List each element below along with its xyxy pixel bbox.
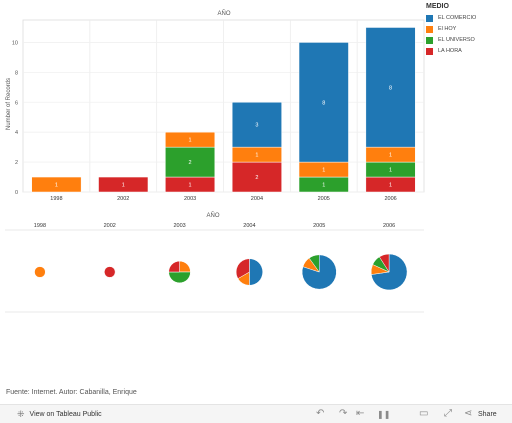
bar-value-label: 2 — [255, 175, 258, 181]
bar-value-label: 1 — [122, 183, 125, 189]
share-button[interactable]: Share — [478, 411, 497, 418]
bar-segment[interactable] — [165, 146, 216, 178]
legend-item[interactable]: LA HORA — [426, 46, 510, 56]
x-tick-label: 2002 — [117, 196, 129, 202]
legend-label: LA HORA — [438, 48, 462, 54]
bar-value-label: 1 — [189, 138, 192, 144]
bar-value-label: 1 — [389, 183, 392, 189]
redo-icon[interactable]: ↷ — [339, 408, 348, 419]
bar-value-label: 1 — [389, 168, 392, 174]
pie-chart-row: AÑO 1998 2002 2003 2004 2005 2006 — [5, 212, 424, 313]
bar-value-label: 8 — [389, 85, 392, 91]
bar-segment[interactable] — [365, 27, 416, 148]
view-on-tableau-link[interactable]: ⁜ View on Tableau Public — [17, 409, 102, 419]
pie-slice[interactable] — [168, 260, 180, 273]
bar-value-label: 1 — [189, 183, 192, 189]
bar-segment[interactable] — [98, 176, 149, 193]
y-tick-label: 6 — [15, 100, 18, 106]
bar-value-label: 2 — [189, 160, 192, 166]
pie-slice[interactable] — [235, 258, 250, 279]
x-tick-label: 2004 — [251, 196, 263, 202]
bar-value-label: 1 — [255, 153, 258, 159]
legend: MEDIO EL COMERCIO El HOY EL UNIVERSO LA HOR… — [426, 3, 510, 57]
y-axis-label: Number of Records — [6, 78, 12, 130]
view-on-tableau-label: View on Tableau Public — [29, 410, 102, 418]
pause-icon[interactable]: ❚❚ — [377, 410, 391, 419]
legend-label: El HOY — [438, 26, 457, 32]
pie-year-header: 2006 — [383, 223, 395, 229]
bar-segment[interactable] — [231, 161, 282, 193]
legend-item[interactable]: El HOY — [426, 24, 510, 34]
stacked-bar-chart: AÑO Number of Records 0 2 4 6 8 10 1 1 1 2 1 2 1 3 1 1… — [6, 10, 425, 202]
pie-year-header: 2005 — [313, 223, 325, 229]
bar-segment[interactable] — [31, 176, 82, 193]
x-tick-label: 1998 — [50, 196, 62, 202]
legend-swatch — [426, 36, 433, 44]
bar-value-label: 1 — [55, 183, 58, 189]
y-tick-label: 10 — [12, 40, 18, 46]
pie-slice[interactable] — [34, 266, 46, 278]
bar-value-label: 8 — [322, 100, 325, 106]
legend-title: MEDIO — [426, 3, 449, 10]
y-tick-label: 2 — [15, 160, 18, 166]
pie-slice[interactable] — [308, 254, 320, 273]
bar-value-label: 3 — [255, 123, 258, 129]
y-tick-label: 4 — [15, 130, 18, 136]
pie-slice[interactable] — [104, 266, 116, 278]
legend-item[interactable]: EL COMERCIO — [426, 13, 510, 23]
bar-value-label: 1 — [389, 153, 392, 159]
revert-icon[interactable]: ⇤ — [356, 408, 365, 419]
y-tick-label: 0 — [15, 190, 18, 196]
tableau-logo-icon: ⁜ — [17, 409, 25, 419]
legend-label: EL UNIVERSO — [438, 37, 475, 43]
fullscreen-icon[interactable]: ⤢ — [444, 408, 452, 419]
bar-segment[interactable] — [231, 102, 282, 148]
pie-slice[interactable] — [249, 258, 263, 286]
x-tick-label: 2003 — [184, 196, 196, 202]
pie-slice[interactable] — [379, 253, 390, 273]
pie-year-header: 2003 — [173, 223, 185, 229]
y-tick-label: 8 — [15, 70, 18, 76]
tableau-toolbar: ⁜ View on Tableau Public ↶ ↷ ⇤ ❚❚ ▭ ⤢ ⋖ … — [0, 404, 512, 423]
share-icon[interactable]: ⋖ — [464, 408, 473, 419]
legend-item[interactable]: EL UNIVERSO — [426, 35, 510, 45]
pie-year-header: 2004 — [243, 223, 255, 229]
x-tick-label: 2005 — [318, 196, 330, 202]
pie-year-header: 1998 — [34, 223, 46, 229]
bar-value-label: 1 — [322, 183, 325, 189]
pie-slice[interactable] — [179, 260, 191, 273]
pie-chart-title: AÑO — [206, 212, 219, 219]
legend-swatch — [426, 47, 433, 55]
legend-label: EL COMERCIO — [438, 15, 477, 21]
bar-segment[interactable] — [165, 131, 216, 148]
source-caption: Fuente: Internet. Autor: Cabanilla, Enri… — [6, 389, 137, 396]
legend-swatch — [426, 25, 433, 33]
bar-segment[interactable] — [298, 42, 349, 163]
legend-swatch — [426, 14, 433, 22]
device-preview-icon[interactable]: ▭ — [419, 408, 429, 419]
pie-slice[interactable] — [168, 271, 191, 284]
bar-chart-title: AÑO — [217, 10, 230, 17]
bar-value-label: 1 — [322, 168, 325, 174]
undo-icon[interactable]: ↶ — [316, 408, 325, 419]
pie-year-header: 2002 — [104, 223, 116, 229]
x-tick-label: 2006 — [384, 196, 396, 202]
